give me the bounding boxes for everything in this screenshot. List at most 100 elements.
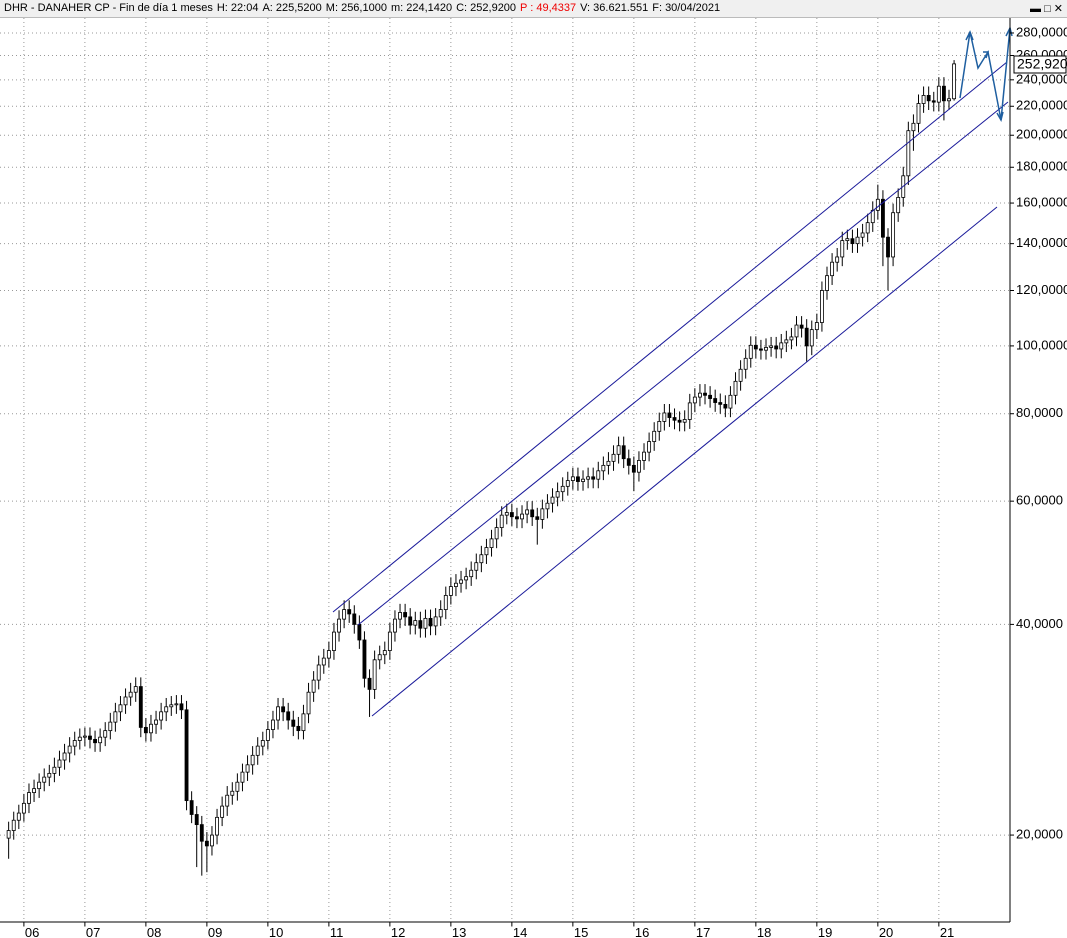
candle-body (108, 721, 113, 732)
candle-body (626, 458, 631, 466)
candle-body (128, 691, 133, 698)
candle-body (220, 805, 225, 818)
candle-body (271, 719, 275, 730)
y-tick-label: 200,0000 (1016, 127, 1067, 142)
candle-body (520, 513, 524, 520)
candle-body (337, 618, 341, 633)
candle-body (947, 98, 951, 102)
candle-body (362, 639, 367, 679)
candle-body (911, 122, 916, 132)
x-tick-label: 09 (208, 925, 222, 938)
header-field: F: 30/04/2021 (652, 2, 721, 14)
header-field: V: 36.621.551 (580, 2, 649, 14)
candle-body (840, 240, 845, 258)
y-tick-label: 220,0000 (1016, 98, 1067, 113)
candle-body (926, 95, 931, 102)
candle-body (845, 238, 850, 242)
y-tick-label: 160,0000 (1016, 194, 1067, 209)
candle-body (184, 709, 189, 802)
candle-body (611, 453, 616, 462)
header: DHR - DANAHER CP - Fin de día 1 meses H: … (0, 0, 1067, 18)
projection-arrow (959, 27, 1011, 121)
candle-body (291, 719, 296, 727)
candle-body (189, 800, 194, 815)
candle-body (433, 616, 438, 627)
candle-body (428, 617, 433, 627)
candle-body (657, 421, 662, 432)
candle-body (825, 275, 829, 291)
candle-body (667, 412, 672, 418)
candle-body (799, 324, 804, 329)
candle-body (372, 659, 377, 690)
candle-body (789, 336, 794, 341)
candle-body (67, 745, 72, 754)
candle-body (367, 677, 372, 690)
arrow-head (996, 111, 1004, 122)
y-tick-label: 180,0000 (1016, 159, 1067, 174)
candle-body (215, 816, 219, 836)
candle-body (387, 631, 392, 651)
candle-body (748, 344, 753, 359)
candle-body (413, 620, 418, 626)
candle-body (438, 609, 443, 618)
candle-body (718, 402, 723, 405)
candle-body (601, 464, 606, 472)
candle-body (42, 776, 47, 783)
candle-body (952, 63, 957, 100)
candle-body (733, 380, 738, 396)
candle-body (886, 236, 890, 258)
x-tick-label: 17 (696, 925, 710, 938)
y-tick-label: 240,0000 (1016, 71, 1067, 86)
axes: 20,0000 40,0000 60,0000 80,0000 100,0000 120,… (23, 3, 1067, 938)
candle-body (250, 754, 255, 766)
candle-body (88, 735, 92, 740)
candle-body (230, 790, 235, 796)
candle-body (240, 771, 245, 783)
candle-body (713, 398, 718, 403)
candle-body (794, 324, 799, 338)
candle-body (306, 691, 311, 715)
arrow-head (983, 51, 990, 59)
candle-body (418, 620, 423, 629)
candle-body (509, 512, 514, 518)
x-tick-label: 12 (391, 925, 405, 938)
candle-body (677, 419, 682, 423)
x-tick-label: 18 (757, 925, 771, 938)
x-tick-label: 16 (635, 925, 649, 938)
candle-body (423, 617, 428, 629)
candle-body (352, 613, 357, 625)
candle-body (560, 485, 565, 493)
candle-body (906, 130, 911, 177)
candle-body (72, 740, 77, 747)
candle-body (545, 502, 550, 510)
candle-body (93, 738, 97, 744)
candle-body (565, 480, 570, 487)
candle-body (728, 394, 733, 409)
candle-body (377, 654, 382, 661)
x-tick-label: 14 (513, 925, 527, 938)
candle-body (398, 612, 402, 620)
y-tick-label: 40,0000 (1016, 616, 1063, 631)
candle-body (703, 392, 707, 396)
candle-body (276, 706, 280, 721)
candle-body (769, 345, 774, 348)
candle-body (743, 357, 748, 370)
candle-body (631, 464, 636, 473)
candle-body (408, 616, 413, 626)
candle-body (860, 232, 865, 238)
candle-body (814, 322, 819, 331)
x-tick-label: 08 (147, 925, 161, 938)
candle-body (62, 752, 67, 761)
y-tick-label: 140,0000 (1016, 235, 1067, 250)
channel-middle (357, 101, 1009, 626)
candle-body (555, 491, 560, 498)
channel-upper (332, 61, 1008, 613)
candle-body (169, 704, 174, 708)
window-buttons[interactable]: ▬ □ ✕ (1030, 1, 1063, 17)
candle-body (286, 711, 291, 721)
candle-body (484, 547, 489, 556)
candle-body (311, 679, 316, 693)
candle-body (489, 538, 494, 548)
candle-body (606, 460, 611, 466)
candle-body (204, 840, 209, 847)
